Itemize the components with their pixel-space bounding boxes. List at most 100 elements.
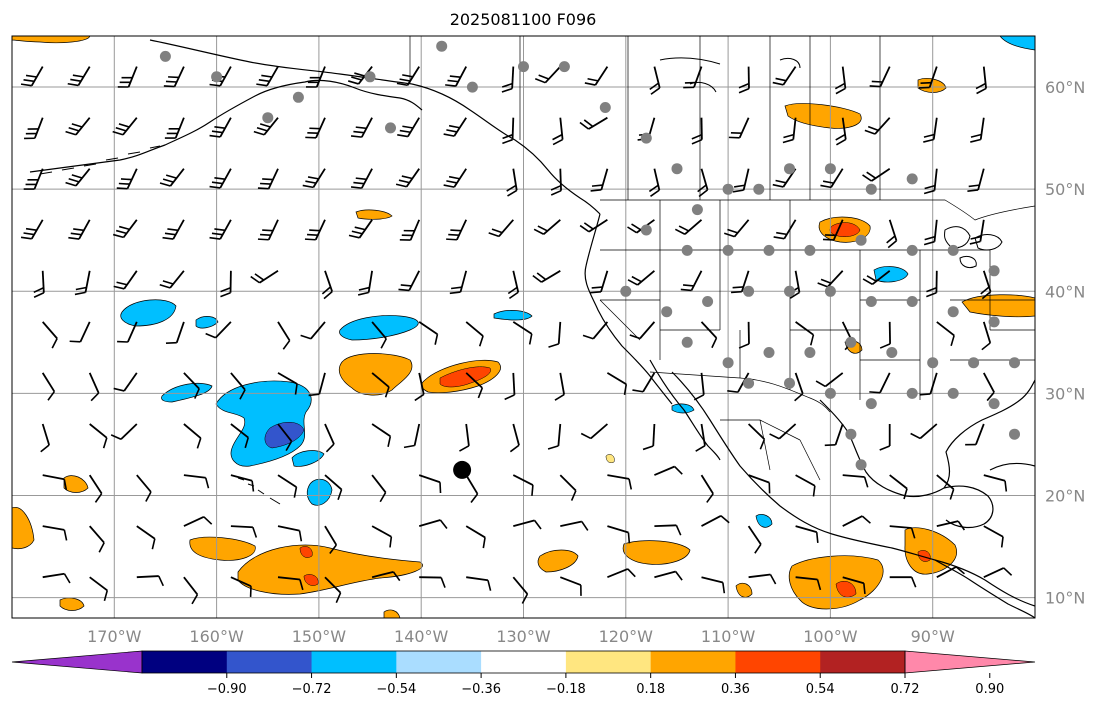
wind-barb [403, 423, 421, 449]
colorbar-tick-label: 0.36 [721, 682, 750, 697]
station-marker [784, 377, 795, 389]
wind-barb [304, 219, 326, 241]
wind-barb [371, 525, 393, 548]
negative-anomaly-region [999, 36, 1035, 51]
wind-barb [864, 117, 891, 135]
wind-barb [532, 270, 561, 283]
station-marker [262, 112, 274, 124]
wind-barb [691, 117, 703, 145]
wind-barb [466, 576, 492, 591]
wind-barb [795, 474, 816, 497]
wind-barb [509, 423, 520, 453]
wind-barb [795, 525, 819, 543]
wind-barb [738, 321, 750, 349]
colorbar-segment [650, 651, 736, 673]
wind-barb [504, 372, 516, 401]
wind-barb [257, 219, 279, 241]
wind-barb [506, 168, 518, 197]
station-marker [763, 347, 775, 358]
positive-anomaly-region [237, 544, 423, 595]
station-marker [640, 224, 652, 236]
wind-barb [163, 66, 185, 88]
wind-barb [701, 514, 730, 527]
wind-barb [862, 167, 891, 182]
wind-barb [117, 66, 138, 88]
wind-barb [40, 423, 50, 453]
station-marker [681, 336, 693, 348]
wind-barb [162, 219, 185, 240]
wind-barb [773, 219, 797, 240]
wind-barb [981, 321, 992, 351]
negative-anomaly-region [291, 450, 325, 467]
wind-barb [399, 219, 421, 241]
wind-barb [969, 219, 985, 245]
wind-barb [88, 372, 100, 402]
longitude-label: 100°W [803, 627, 858, 646]
map-title: 2025081100 F096 [450, 10, 597, 29]
positive-anomaly-region [383, 609, 401, 618]
station-marker [824, 163, 836, 175]
wind-barb [547, 423, 562, 450]
station-marker [865, 296, 877, 307]
wind-barb [889, 576, 917, 588]
station-marker [763, 244, 775, 256]
aleutian-islands [39, 145, 161, 175]
station-marker [1009, 357, 1020, 369]
station-marker [988, 265, 1000, 277]
wind-barb [113, 372, 138, 392]
negative-anomaly-region [120, 299, 177, 327]
station-marker [743, 377, 755, 389]
wind-barb [371, 571, 401, 582]
wind-barb [815, 372, 844, 388]
wind-barb [879, 424, 891, 451]
wind-barb [324, 474, 343, 500]
positive-anomaly-region [735, 582, 753, 598]
wind-barb [824, 423, 844, 447]
wind-barb [302, 168, 326, 189]
station-marker [824, 285, 836, 297]
wind-barb [700, 321, 718, 349]
alaska-north-coast [149, 39, 413, 85]
wind-barb [533, 219, 561, 235]
station-marker [855, 459, 867, 471]
wind-barb [835, 117, 847, 146]
wind-barb [112, 117, 138, 136]
wind-barb [889, 474, 908, 500]
positive-anomaly-region [12, 507, 35, 550]
wind-barb [693, 372, 705, 401]
wind-barb [632, 372, 656, 393]
wind-barb [697, 168, 709, 198]
station-marker [518, 61, 529, 73]
station-marker [947, 387, 959, 399]
negative-anomaly-region [215, 380, 312, 467]
wind-barb [648, 168, 661, 197]
wind-barb [983, 567, 1013, 579]
wind-barb [919, 372, 938, 396]
wind-barb [350, 168, 373, 189]
wind-barb [65, 117, 91, 136]
baja-california [649, 359, 721, 461]
station-marker [466, 81, 478, 93]
wind-barb [89, 576, 109, 602]
longitude-label: 160°W [189, 627, 244, 646]
wind-barb [550, 168, 562, 196]
wind-barb [534, 65, 561, 84]
wind-barb [371, 474, 387, 503]
wind-barb [936, 566, 965, 578]
wind-barb [983, 474, 1008, 492]
wind-barb [607, 568, 636, 579]
positive-anomaly-region [537, 549, 579, 573]
wind-barb [680, 270, 703, 292]
cyclone-marker [453, 460, 472, 479]
wind-barb [67, 66, 91, 87]
wind-barb [654, 524, 682, 536]
station-marker [691, 204, 703, 216]
wind-barb [159, 270, 185, 289]
wind-barb [627, 270, 655, 286]
great-lakes [944, 226, 1003, 269]
colorbar-segment [311, 651, 397, 673]
colorbar: −0.90 −0.72 −0.54 −0.36 −0.18 0.18 0.36 0.54 0.7… [11, 650, 1036, 697]
wind-barb [209, 117, 232, 138]
station-marker [824, 387, 836, 399]
wind-barb [42, 474, 68, 491]
